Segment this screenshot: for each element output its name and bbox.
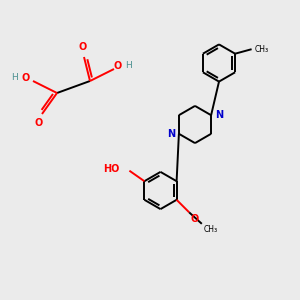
Text: CH₃: CH₃ [203, 225, 218, 234]
Text: O: O [113, 61, 122, 71]
Text: H: H [11, 74, 18, 82]
Text: N: N [167, 129, 175, 139]
Text: O: O [21, 73, 30, 83]
Text: O: O [78, 43, 87, 52]
Text: H: H [126, 61, 132, 70]
Text: N: N [215, 110, 223, 120]
Text: CH₃: CH₃ [255, 45, 269, 54]
Text: O: O [34, 118, 43, 128]
Text: O: O [191, 214, 199, 224]
Text: HO: HO [103, 164, 120, 174]
